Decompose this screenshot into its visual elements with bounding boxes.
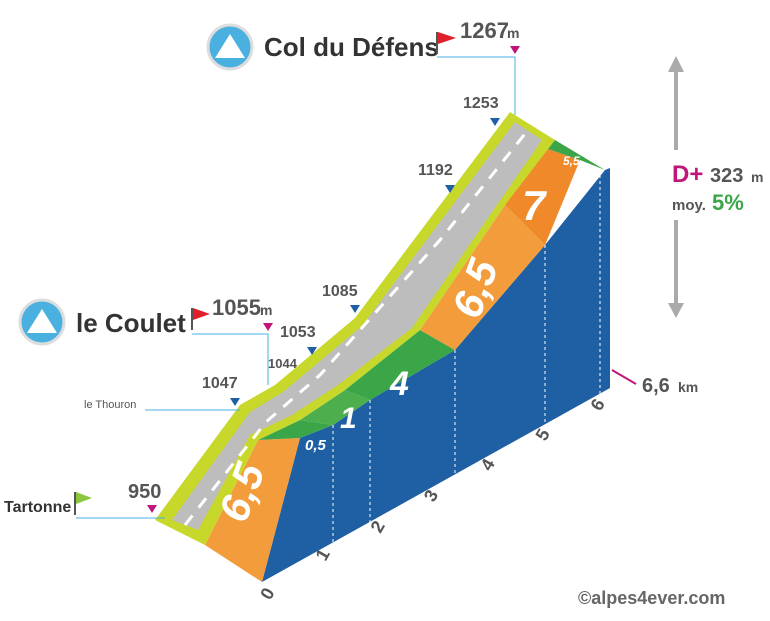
summit-name: Col du Défens [264, 32, 439, 62]
gain: 323 [710, 165, 743, 187]
road [172, 122, 542, 530]
flag [438, 32, 456, 44]
gain-label: D+ [672, 161, 703, 188]
road-line [183, 129, 530, 526]
marker [490, 118, 500, 126]
avg: 5% [712, 190, 744, 215]
gradient-band [205, 438, 300, 582]
leader [192, 333, 269, 385]
marker [147, 505, 157, 513]
altitude: 1085 [322, 283, 358, 300]
unit: m [260, 302, 272, 318]
avg-label: moy. [672, 197, 706, 214]
km-label: 5 [532, 425, 554, 444]
stats-bg [660, 150, 770, 220]
credit: ©alpes4ever.com [578, 588, 725, 608]
unit: m [507, 25, 519, 41]
altitude: 1053 [280, 324, 316, 341]
gradient-band [345, 330, 455, 400]
km-label: 2 [367, 517, 389, 536]
distance: 6,6 [642, 375, 670, 397]
km-label: 6 [587, 395, 609, 414]
marker [307, 347, 317, 355]
altitude: 1192 [418, 162, 453, 179]
distance-marker [611, 369, 637, 385]
start-altitude: 950 [128, 481, 161, 503]
icon [27, 309, 57, 333]
km-label: 0 [256, 584, 278, 603]
gradient-band [420, 205, 545, 350]
flag [76, 492, 92, 504]
marker [510, 46, 520, 54]
marker [230, 398, 240, 406]
hamlet: le Thouron [84, 399, 136, 411]
side-face [262, 168, 610, 582]
gradient-label: 7 [522, 182, 547, 229]
altitude: 1047 [202, 375, 238, 392]
km-lines [332, 175, 601, 543]
summit-altitude: 1267 [460, 18, 509, 43]
midpoint-altitude: 1055 [212, 295, 261, 320]
gradient-label: 1 [340, 402, 357, 435]
km-label: 1 [312, 545, 334, 564]
start-name: Tartonne [4, 499, 71, 516]
gradient-band [505, 148, 580, 245]
km-label: 4 [477, 455, 499, 474]
gradient-band [258, 420, 333, 440]
leader [437, 56, 516, 115]
gradient-band [300, 390, 370, 425]
flag [193, 308, 210, 320]
gradient-label: 0,5 [305, 437, 327, 454]
gradient-label: 4 [389, 365, 409, 403]
altitude: 1253 [463, 95, 499, 112]
marker [350, 305, 360, 313]
height-arrow [668, 56, 684, 72]
marker [445, 185, 455, 193]
gradient-band [545, 140, 605, 170]
unit: m [751, 169, 763, 185]
gradient-label: 5,5 [563, 154, 580, 168]
marker [263, 323, 273, 331]
altitude: 1044 [268, 356, 298, 371]
km-label: 3 [420, 486, 442, 505]
icon [215, 34, 245, 58]
distance-unit: km [678, 379, 698, 395]
height-arrow [668, 303, 684, 318]
midpoint-name: le Coulet [76, 308, 186, 338]
